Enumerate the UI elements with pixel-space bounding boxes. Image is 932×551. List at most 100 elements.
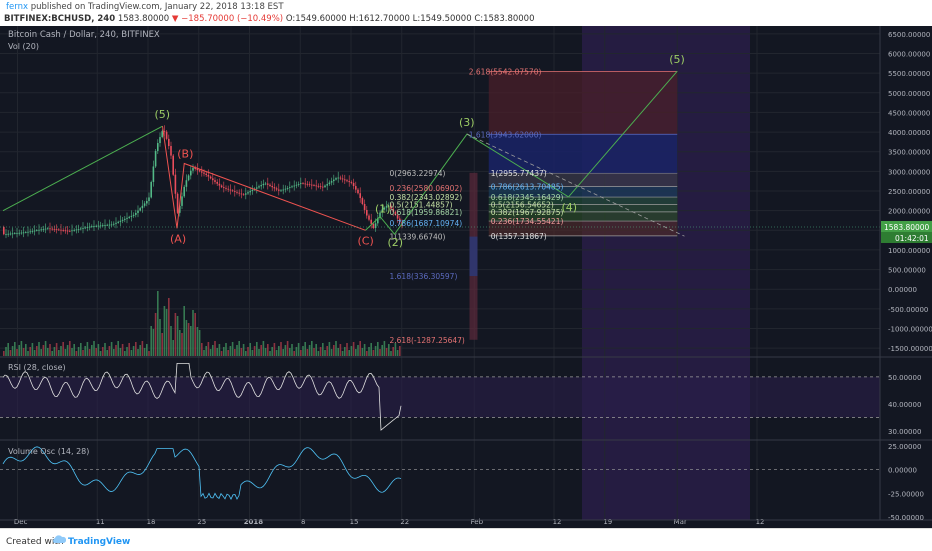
candle-body xyxy=(372,223,375,229)
volume-osc-label: Volume Osc (14, 28) xyxy=(8,447,89,456)
volume-bar xyxy=(317,351,320,356)
volume-bar xyxy=(196,327,199,356)
chart-canvas[interactable]: 1(2955.77437) 0.786(2613.70485)0.618(2345… xyxy=(0,26,932,528)
candle-body xyxy=(392,208,394,212)
candle-body xyxy=(154,150,157,167)
volume-bar xyxy=(322,343,324,356)
volume-bar xyxy=(216,348,218,356)
fib-extension-zone xyxy=(488,134,678,174)
volume-bar xyxy=(289,348,291,356)
wave-count-label: (1) xyxy=(375,203,391,216)
time-tick-label: 12 xyxy=(553,518,562,526)
volume-osc-line xyxy=(2,446,402,500)
candle-body xyxy=(203,172,205,174)
candle-body xyxy=(60,229,62,231)
candle-body xyxy=(319,186,322,188)
candle-body xyxy=(324,185,326,188)
rsi-pane xyxy=(0,362,880,431)
wave-count-label: (A) xyxy=(170,232,186,245)
volume-bar xyxy=(271,347,273,356)
wave-labels: (5) (A) (B) (C) (1) (2) (3) (4) (5) xyxy=(155,53,685,249)
candle-body xyxy=(91,226,93,228)
candle-body xyxy=(49,228,51,230)
tradingview-brand[interactable]: TradingView xyxy=(68,537,131,547)
grid xyxy=(0,26,880,520)
candle-body xyxy=(194,167,196,169)
volume-bar xyxy=(161,333,163,356)
candle-body xyxy=(75,229,78,231)
time-tick-label: Dec xyxy=(14,518,28,526)
candle-body xyxy=(220,185,223,188)
candle-body xyxy=(179,205,181,213)
candle-body xyxy=(368,215,370,220)
publisher-username[interactable]: fernx xyxy=(6,2,28,12)
volume-bar xyxy=(194,313,196,356)
volume-bar xyxy=(227,350,229,356)
candle-body xyxy=(390,205,392,209)
wave-lines xyxy=(0,70,880,237)
volume-bar xyxy=(53,347,56,356)
volume-bar xyxy=(25,344,27,356)
volume-bar xyxy=(181,333,183,356)
volume-bar xyxy=(137,349,139,356)
volume-bar xyxy=(229,346,232,356)
volume-bar xyxy=(381,345,383,356)
candle-body xyxy=(370,219,372,224)
volume-bar xyxy=(165,309,168,356)
volume-bar xyxy=(304,342,306,356)
fib-small-label: 2.618(-1287.25647) xyxy=(390,336,465,345)
volume-bar xyxy=(174,313,177,356)
volume-bar xyxy=(282,349,284,356)
volume-bar xyxy=(242,344,245,356)
volume-bar xyxy=(223,347,225,356)
volume-bar xyxy=(91,345,93,356)
candle-body xyxy=(247,192,249,194)
candle-body xyxy=(240,193,243,195)
candle-body xyxy=(280,190,282,192)
fib-retracement-label: 0.236(1734.55421) xyxy=(491,217,564,226)
wave-count-label: (C) xyxy=(358,234,374,247)
volume-bar xyxy=(11,346,14,356)
volume-bar xyxy=(341,351,344,356)
volume-bar xyxy=(198,330,201,356)
volume-bar xyxy=(14,342,16,356)
volume-bar xyxy=(319,347,322,356)
candle-body xyxy=(359,193,361,199)
candle-body xyxy=(209,176,212,179)
candle-body xyxy=(302,183,304,185)
candle-body xyxy=(295,184,298,186)
fib-zones xyxy=(469,71,678,340)
projection-wave-line xyxy=(365,70,678,236)
volume-bar xyxy=(38,342,40,356)
candle-body xyxy=(201,171,203,173)
candle-body xyxy=(231,190,234,192)
fib-extension-label: 2.618(5542.07570) xyxy=(469,67,542,76)
volume-bar xyxy=(159,319,161,356)
candle-body xyxy=(159,137,161,144)
volume-bar xyxy=(110,342,113,356)
price-tick-label: 5500.00000 xyxy=(888,70,930,78)
wave-line xyxy=(2,125,163,212)
candle-body xyxy=(163,131,166,132)
candle-body xyxy=(36,230,38,232)
candle-body xyxy=(374,223,377,229)
volume-osc-pane xyxy=(0,446,880,500)
axes: 6500.00000 6000.00000 5500.00000 5000.00000… xyxy=(0,26,932,526)
candle-body xyxy=(152,166,155,182)
volume-bar xyxy=(337,348,339,356)
wave-count-label: (3) xyxy=(459,116,475,129)
candle-body xyxy=(377,217,379,224)
candle-body xyxy=(53,228,56,230)
candle-body xyxy=(33,230,36,232)
volume-bar xyxy=(311,341,313,356)
volume-bar xyxy=(102,347,104,356)
candle-body xyxy=(335,178,337,180)
volume-bar xyxy=(49,344,51,356)
fib-retracement-zone xyxy=(488,204,678,212)
price-tick-label: 5000.00000 xyxy=(888,90,930,98)
candle-body xyxy=(51,228,53,230)
volume-bar xyxy=(190,326,192,356)
candle-body xyxy=(355,186,357,190)
candle-body xyxy=(352,182,355,187)
candle-body xyxy=(242,194,245,196)
